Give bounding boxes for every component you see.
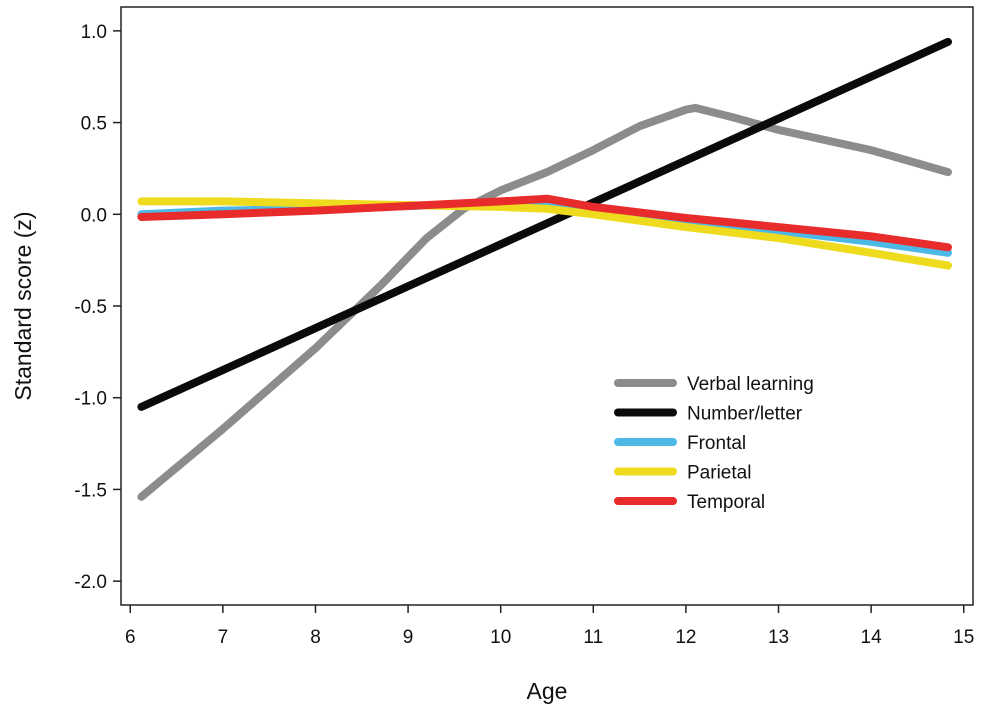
- legend-label: Temporal: [687, 492, 765, 513]
- y-tick-label: 0.5: [81, 114, 107, 135]
- x-tick-label: 10: [490, 627, 511, 648]
- legend-label: Number/letter: [687, 404, 803, 425]
- legend: Verbal learning Number/letter Frontal Parie…: [614, 374, 814, 513]
- y-tick-label: -0.5: [74, 297, 107, 318]
- y-tick-label: 0.0: [81, 205, 107, 226]
- y-tick-label: 1.0: [81, 22, 107, 43]
- legend-label: Verbal learning: [687, 374, 814, 395]
- x-tick-label: 7: [218, 627, 229, 648]
- y-tick-label: -1.0: [74, 389, 107, 410]
- x-tick-label: 11: [583, 627, 603, 648]
- y-axis-ticks: 1.0 0.5 0.0 -0.5 -1.0 -1.5 -2.0: [74, 22, 121, 593]
- x-axis-ticks: 6 7 8 9 10 11 12 13 14 15: [125, 605, 974, 648]
- x-tick-label: 14: [861, 627, 883, 648]
- y-axis-label: Standard score (z): [10, 211, 36, 400]
- x-tick-label: 6: [125, 627, 136, 648]
- x-tick-label: 8: [310, 627, 321, 648]
- x-tick-label: 13: [768, 627, 789, 648]
- y-tick-label: -1.5: [74, 480, 107, 501]
- x-axis-label: Age: [527, 678, 568, 704]
- series-layer: [137, 37, 952, 501]
- series-line-number-letter: [137, 37, 952, 411]
- x-tick-label: 15: [953, 627, 974, 648]
- series-line-parietal: [137, 197, 952, 270]
- x-tick-label: 12: [675, 627, 696, 648]
- legend-label: Frontal: [687, 433, 746, 454]
- legend-label: Parietal: [687, 463, 751, 484]
- series-line-temporal: [137, 194, 952, 252]
- y-tick-label: -2.0: [74, 572, 107, 593]
- x-tick-label: 9: [403, 627, 414, 648]
